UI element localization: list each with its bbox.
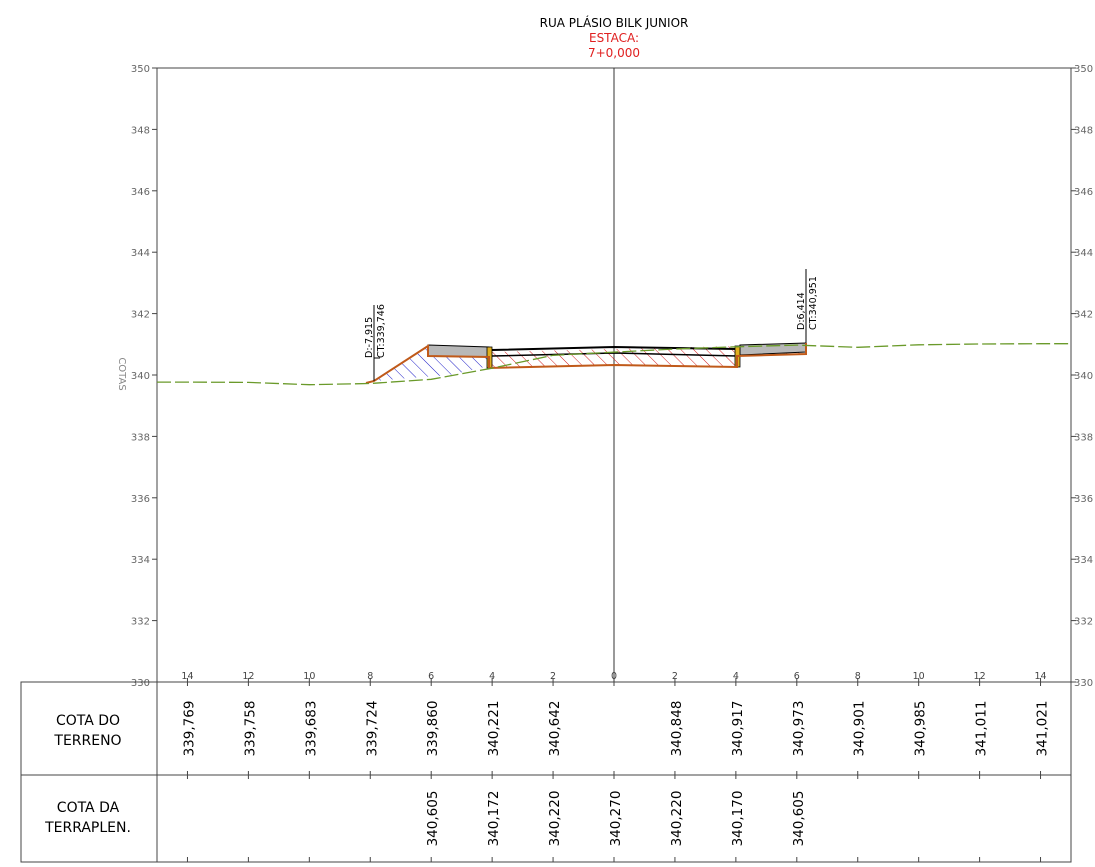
y-tick-label-right: 350 (1074, 64, 1093, 75)
y-tick-label-right: 348 (1074, 125, 1093, 136)
y-tick-label-left: 348 (131, 125, 150, 136)
terrain-value: 339,758 (242, 701, 258, 757)
grade-values: 340,605 340,172 340,220 340,270 340,220 340,1… (425, 791, 807, 847)
x-tick-label: 8 (367, 671, 373, 682)
x-tick-label: 4 (489, 671, 495, 682)
y-tick-label-right: 346 (1074, 187, 1093, 198)
terrain-value: 340,848 (669, 701, 685, 757)
y-tick-label-right: 336 (1074, 494, 1093, 505)
terrain-value: 340,985 (913, 701, 929, 757)
grade-value: 340,270 (608, 791, 624, 847)
y-tick-label-left: 350 (131, 64, 150, 75)
cut-hatch-center (492, 346, 737, 368)
x-tick-label: 2 (550, 671, 556, 682)
x-tick-label: 14 (181, 671, 193, 682)
station-value: 7+0,000 (588, 46, 640, 60)
x-tick-label: 10 (303, 671, 315, 682)
grade-value: 340,172 (486, 791, 502, 847)
street-title: RUA PLÁSIO BILK JUNIOR (540, 15, 689, 30)
terrain-value: 339,769 (181, 701, 197, 757)
terrain-value: 340,221 (486, 701, 502, 757)
y-tick-label-left: 330 (131, 678, 150, 689)
x-tick-label: 4 (733, 671, 739, 682)
x-offset-ticks: 141210864202468101214 (181, 671, 1047, 862)
grade-row-title-line2: TERRAPLEN. (44, 820, 131, 836)
road-surface-base (491, 352, 738, 357)
left-elevation-label: CT:339,746 (376, 304, 387, 358)
grade-value: 340,220 (669, 791, 685, 847)
y-tick-label-right: 340 (1074, 371, 1093, 382)
x-tick-label: 6 (794, 671, 800, 682)
y-tick-label-right: 332 (1074, 617, 1093, 628)
y-tick-label-left: 338 (131, 432, 150, 443)
x-tick-label: 12 (242, 671, 254, 682)
terrain-value: 341,011 (974, 701, 990, 757)
x-tick-label: 8 (855, 671, 861, 682)
section-outline (365, 343, 807, 384)
x-tick-label: 2 (672, 671, 678, 682)
terrain-value: 341,021 (1035, 701, 1051, 757)
y-tick-label-left: 346 (131, 187, 150, 198)
y-tick-label-right: 338 (1074, 432, 1093, 443)
x-tick-label: 6 (428, 671, 434, 682)
terrain-row-title-line1: COTA DO (56, 713, 120, 729)
left-offset-label: D:-7,915 (364, 317, 375, 358)
y-tick-label-left: 336 (131, 494, 150, 505)
right-offset-label: D:6,414 (796, 292, 807, 330)
terrain-value: 340,917 (730, 701, 746, 757)
terrain-values: 339,769 339,758 339,683 339,724 339,860 340,2… (181, 701, 1050, 757)
y-tick-label-left: 344 (131, 248, 150, 259)
x-tick-label: 12 (974, 671, 986, 682)
grade-value: 340,605 (425, 791, 441, 847)
y-tick-label-left: 340 (131, 371, 150, 382)
y-axis-ticks: 330 330 332 332 334 334 336 336 338 338 340 340 342 3… (131, 64, 1093, 689)
grade-value: 340,605 (791, 791, 807, 847)
y-tick-label-left: 334 (131, 555, 150, 566)
y-tick-label-right: 334 (1074, 555, 1093, 566)
terrain-value: 340,973 (791, 701, 807, 757)
y-tick-label-left: 332 (131, 617, 150, 628)
terrain-value: 339,683 (303, 701, 319, 757)
terrain-row-title-line2: TERRENO (53, 733, 121, 749)
x-tick-label: 10 (913, 671, 925, 682)
y-tick-label-right: 330 (1074, 678, 1093, 689)
station-label: ESTACA: (589, 31, 639, 45)
y-tick-label-left: 342 (131, 310, 150, 321)
right-elevation-label: CT:340,951 (808, 276, 819, 330)
y-tick-label-right: 342 (1074, 310, 1093, 321)
terrain-value: 340,642 (547, 701, 563, 757)
terrain-value: 340,901 (852, 701, 868, 757)
grade-value: 340,220 (547, 791, 563, 847)
terrain-value: 339,860 (425, 701, 441, 757)
grade-row-title-line1: COTA DA (57, 800, 120, 816)
terrain-value: 339,724 (364, 701, 380, 757)
grade-value: 340,170 (730, 791, 746, 847)
ground-line (157, 343, 1071, 386)
x-tick-label: 14 (1034, 671, 1046, 682)
y-axis-label: COTAS (116, 357, 127, 390)
data-table (20, 681, 1072, 863)
y-tick-label-right: 344 (1074, 248, 1093, 259)
